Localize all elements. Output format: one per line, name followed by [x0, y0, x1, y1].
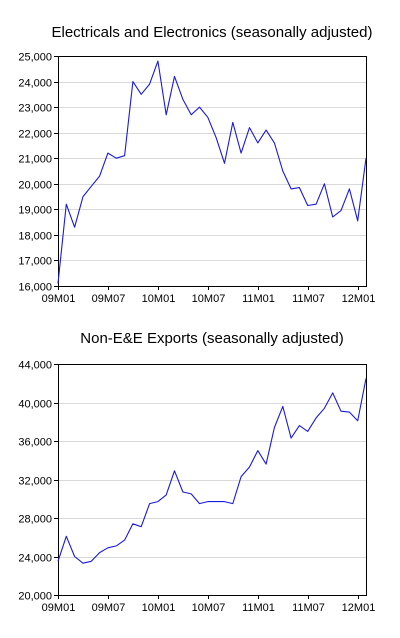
y-axis-ticks: 16,000 17,000 18,000 19,000 20,000 21,000 22,0… — [18, 52, 58, 294]
x-axis-ticks: 09M01 09M07 10M01 10M07 11M01 11M07 12M01 — [42, 595, 376, 614]
y-tick-label: 23,000 — [18, 103, 52, 115]
series-line-non-ee-exports — [57, 378, 367, 564]
plot-frame — [58, 56, 367, 287]
x-axis-ticks: 09M01 09M07 10M01 10M07 11M01 11M07 12M01 — [42, 286, 376, 305]
y-axis-ticks: 20,000 24,000 28,000 32,000 36,000 40,000 44,0… — [18, 360, 58, 603]
x-tick-label: 12M01 — [342, 293, 376, 305]
chart-title: Electricals and Electronics (seasonally … — [52, 24, 373, 41]
x-tick-label: 11M07 — [292, 293, 325, 305]
y-tick-label: 36,000 — [18, 437, 52, 449]
y-tick-label: 44,000 — [18, 360, 52, 372]
y-tick-label: 24,000 — [18, 78, 52, 90]
y-tick-label: 22,000 — [18, 129, 52, 141]
x-tick-label: 11M01 — [242, 293, 275, 305]
x-tick-label: 09M07 — [92, 293, 126, 305]
x-tick-label: 11M07 — [292, 602, 325, 614]
x-tick-label: 10M01 — [142, 293, 176, 305]
y-tick-label: 25,000 — [18, 52, 52, 64]
chart-panel-non-ee-exports: Non-E&E Exports (seasonally adjusted) 20… — [18, 330, 375, 614]
y-tick-label: 16,000 — [18, 282, 52, 294]
x-tick-label: 09M07 — [92, 602, 126, 614]
y-tick-label: 40,000 — [18, 399, 52, 411]
x-tick-label: 10M07 — [192, 602, 226, 614]
y-tick-label: 24,000 — [18, 553, 52, 565]
y-tick-label: 18,000 — [18, 231, 52, 243]
x-tick-label: 10M01 — [142, 602, 176, 614]
y-tick-label: 19,000 — [18, 205, 52, 217]
grid-lines — [58, 403, 366, 558]
y-tick-label: 20,000 — [18, 591, 52, 603]
y-tick-label: 17,000 — [18, 256, 52, 268]
x-tick-label: 12M01 — [342, 602, 376, 614]
chart-title: Non-E&E Exports (seasonally adjusted) — [80, 330, 343, 347]
chart-panel-electricals: Electricals and Electronics (seasonally … — [18, 24, 375, 305]
x-tick-label: 11M01 — [242, 602, 275, 614]
y-tick-label: 32,000 — [18, 476, 52, 488]
x-tick-label: 09M01 — [42, 602, 76, 614]
x-tick-label: 10M07 — [192, 293, 226, 305]
series-line-electricals — [57, 60, 367, 284]
x-tick-label: 09M01 — [42, 293, 76, 305]
y-tick-label: 21,000 — [18, 154, 52, 166]
y-tick-label: 28,000 — [18, 514, 52, 526]
grid-lines — [58, 82, 366, 261]
y-tick-label: 20,000 — [18, 180, 52, 192]
plot-frame — [58, 364, 367, 596]
